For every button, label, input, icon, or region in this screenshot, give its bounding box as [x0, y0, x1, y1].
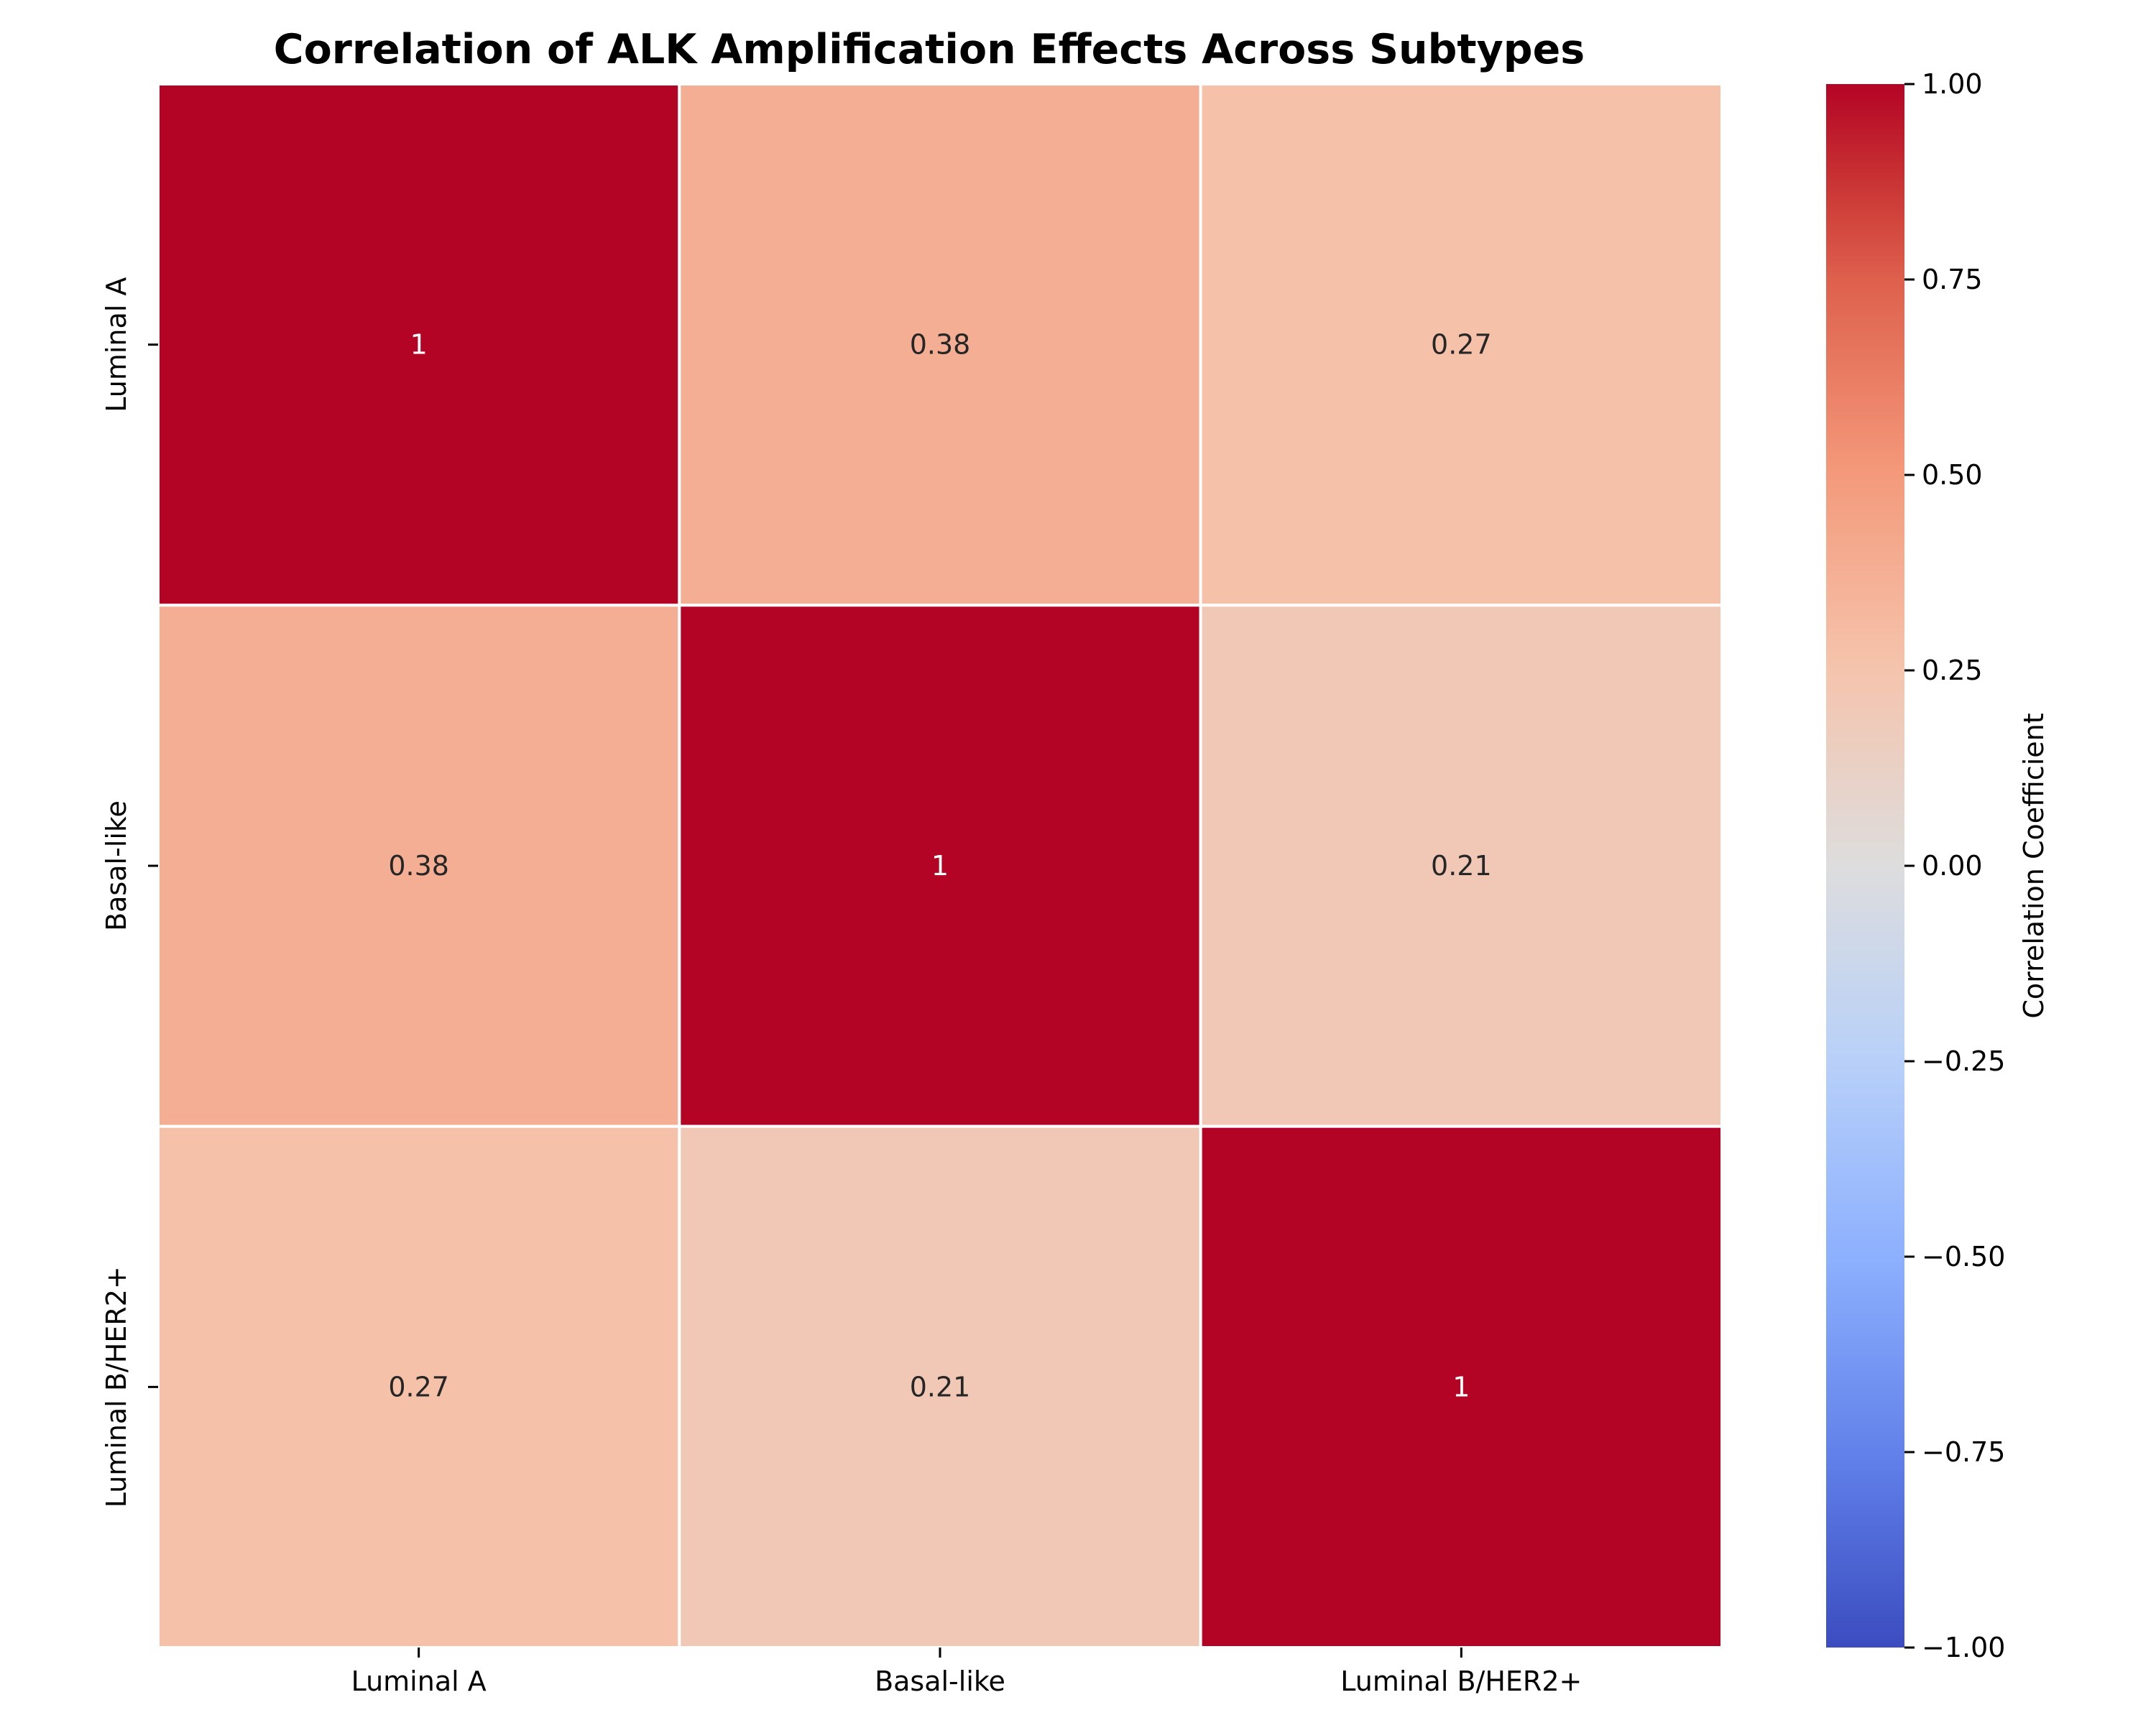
heatmap-cell	[1199, 1124, 1723, 1649]
heatmap-cell	[678, 83, 1202, 607]
colorbar-tick-label: −1.00	[1922, 1632, 2005, 1663]
colorbar-tick-label: −0.75	[1922, 1436, 2005, 1468]
colorbar-label: Correlation Coefficient	[2018, 713, 2050, 1018]
colorbar-tick-label: 1.00	[1922, 68, 1983, 100]
colorbar-tick-label: 0.25	[1922, 655, 1983, 686]
heatmap-cell-label: 1	[931, 850, 949, 882]
x-tick-label: Luminal B/HER2+	[1340, 1665, 1582, 1697]
heatmap-cell-label: 0.38	[910, 329, 971, 361]
heatmap-cell-label: 0.21	[1431, 850, 1492, 882]
colorbar-tick-label: 0.50	[1922, 459, 1983, 491]
colorbar: Correlation Coefficient 1.00 0.75 0.50 0.25…	[1826, 68, 2050, 1663]
colorbar-gradient	[1826, 84, 1904, 1648]
chart-title: Correlation of ALK Amplification Effects…	[274, 26, 1585, 73]
colorbar-tick-label: 0.00	[1922, 850, 1983, 882]
colorbar-tick-label: −0.25	[1922, 1045, 2005, 1077]
heatmap-cell-label: 0.27	[388, 1371, 449, 1403]
x-axis: Luminal A Basal-like Luminal B/HER2+	[351, 1648, 1582, 1697]
heatmap-cell	[1199, 83, 1723, 607]
heatmap-cells	[157, 83, 1723, 1649]
y-tick-label: Basal-like	[101, 800, 132, 931]
heatmap-cell-labels: 1 0.38 0.27 0.38 1 0.21 0.27 0.21 1	[388, 329, 1491, 1403]
y-axis: Luminal A Basal-like Luminal B/HER2+	[101, 277, 158, 1507]
heatmap-cell	[157, 1124, 681, 1649]
heatmap-cell-label: 1	[410, 329, 428, 361]
x-tick-label: Luminal A	[351, 1665, 487, 1697]
colorbar-tick-label: 0.75	[1922, 264, 1983, 295]
heatmap-cell-label: 1	[1452, 1371, 1470, 1403]
heatmap-cell-label: 0.27	[1431, 329, 1492, 361]
y-tick-label: Luminal A	[101, 277, 132, 412]
heatmap-cell	[678, 1124, 1202, 1649]
x-tick-label: Basal-like	[875, 1665, 1005, 1697]
heatmap-cell-label: 0.21	[910, 1371, 971, 1403]
heatmap-cell	[1199, 604, 1723, 1128]
heatmap-cell-label: 0.38	[388, 850, 449, 882]
colorbar-tick-label: −0.50	[1922, 1241, 2005, 1272]
heatmap-cell	[157, 604, 681, 1128]
heatmap-cell	[157, 83, 681, 607]
y-tick-label: Luminal B/HER2+	[101, 1266, 132, 1507]
